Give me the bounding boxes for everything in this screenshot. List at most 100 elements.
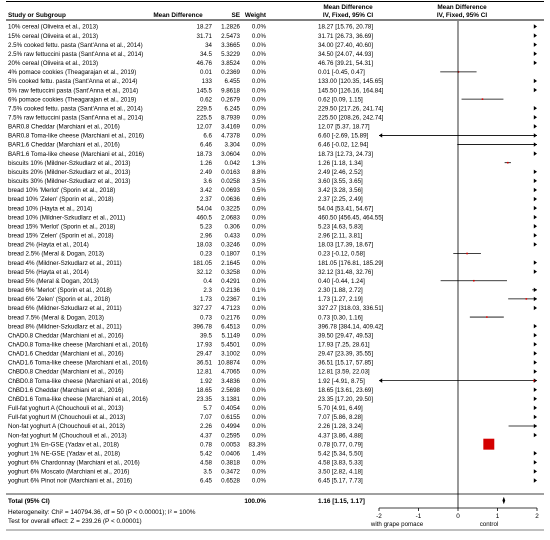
se-value: 0.042 — [225, 160, 241, 167]
weight-value: 0.0% — [252, 469, 267, 476]
study-row: 15% cereal (Oliveira et al., 2013) 31.71 2… — [8, 33, 537, 40]
ci-value: 7.07 [5.86, 8.28] — [318, 414, 363, 421]
md-value: 5.7 — [203, 405, 212, 412]
weight-value: 0.0% — [252, 314, 267, 321]
study-label: yoghurt 1% En-GSE (Yadav et al., 2018) — [8, 441, 119, 448]
ci-value: 2.37 [2.25, 2.49] — [318, 196, 363, 203]
md-value: 2.96 — [200, 233, 213, 240]
weight-value: 0.0% — [252, 342, 267, 349]
se-value: 0.6528 — [221, 478, 240, 485]
study-row: bread 6% 'Zelen' (Sporin et al., 2018) 1.… — [8, 296, 537, 303]
md-value: 1.73 — [200, 296, 213, 303]
study-row: ChAD0.8 Toma-like cheese (Marchiani et a… — [8, 342, 537, 349]
study-label: ChAD1.6 Cheddar (Marchiani et al., 2016) — [8, 351, 124, 358]
study-row: bread 2.5% (Meral & Dogan, 2013) 0.23 0.18… — [8, 251, 481, 258]
se-value: 4.7123 — [221, 305, 240, 312]
study-label: yoghurt 6% Chardonnay (Marchiani et al.,… — [8, 460, 140, 467]
x-tick-label: -1 — [416, 513, 422, 520]
x-tick-label: -2 — [376, 513, 382, 520]
md-value: 2.3 — [203, 287, 212, 294]
study-row: bread 4% (Mildner-Szkudlarz et al., 2011… — [8, 260, 537, 267]
weight-value: 0.5% — [252, 187, 267, 194]
point-estimate-square — [481, 98, 484, 100]
study-row: 10% cereal (Oliveira et al., 2013) 18.27 1… — [8, 24, 537, 31]
se-value: 0.2369 — [221, 69, 240, 76]
offscale-arrow — [533, 333, 537, 338]
left-arrow — [379, 378, 383, 383]
offscale-arrow — [533, 269, 537, 274]
md-value: 31.71 — [197, 33, 213, 40]
ci-value: 36.51 [15.17, 57.85] — [318, 360, 373, 367]
study-label: 20% cereal (Oliveira et al., 2013) — [8, 60, 98, 67]
se-value: 0.2367 — [221, 296, 240, 303]
favours-right-label: control — [480, 521, 499, 528]
ci-value: 1.73 [1.27, 2.19] — [318, 296, 363, 303]
study-row: Full-fat yoghurt A (Chouchouli et al., 2… — [8, 405, 537, 412]
study-label: biscuits 10% (Mildner-Szkudlarz et al., … — [8, 160, 130, 167]
right-arrow — [533, 378, 537, 383]
md-value: 34 — [205, 42, 212, 49]
se-value: 0.0693 — [221, 187, 240, 194]
study-row: ChBD1.6 Cheddar (Marchiani et al., 2016)… — [8, 387, 537, 394]
ci-value: 46.76 [39.21, 54.31] — [318, 60, 373, 67]
study-row: 20% cereal (Oliveira et al., 2013) 46.76 3… — [8, 60, 537, 67]
study-label: bread 10% 'Merlot' (Sporin et al., 2018) — [8, 187, 115, 194]
study-label: 2.5% cooked fettu. pasta (Sant'Anna et a… — [8, 42, 143, 49]
ci-value: 54.04 [53.41, 54.67] — [318, 205, 373, 212]
weight-value: 8.8% — [252, 169, 267, 176]
study-label: ChAD0.8 Toma-like cheese (Marchiani et a… — [8, 342, 148, 349]
offscale-arrow — [533, 342, 537, 347]
study-row: 2.5% raw fettuccini pasta (Sant'Anna et … — [8, 51, 537, 58]
ci-value: 229.50 [217.26, 241.74] — [318, 105, 384, 112]
md-column-header: Mean Difference — [153, 12, 203, 19]
weight-value: 0.0% — [252, 115, 267, 122]
se-value: 9.8618 — [221, 87, 240, 94]
weight-value: 0.0% — [252, 432, 267, 439]
ci-value: 396.78 [384.14, 409.42] — [318, 323, 384, 330]
weight-column-header: Weight — [245, 12, 267, 19]
weight-value: 0.0% — [252, 332, 267, 339]
weight-value: 0.0% — [252, 42, 267, 49]
offscale-arrow — [533, 460, 537, 465]
offscale-arrow — [533, 233, 537, 238]
study-row: 7.5% raw fettuccini pasta (Sant'Anna et … — [8, 115, 537, 122]
study-label: bread 4% (Mildner-Szkudlarz et al., 2011… — [8, 260, 122, 267]
study-row: BAR0.8 Cheddar (Marchiani et al., 2016) 1… — [8, 124, 537, 131]
se-value: 2.1645 — [221, 260, 240, 267]
study-label: ChBD1.6 Toma-like cheese (Marchiani et a… — [8, 396, 148, 403]
study-label: BAR0.8 Cheddar (Marchiani et al., 2016) — [8, 124, 120, 131]
se-value: 0.4994 — [221, 423, 240, 430]
se-value: 0.3246 — [221, 242, 240, 249]
se-value: 0.3818 — [221, 460, 240, 467]
study-row: bread 5% (Hayta et al., 2014) 32.12 0.3258… — [8, 269, 537, 276]
study-label: 7.5% raw fettuccini pasta (Sant'Anna et … — [8, 115, 143, 122]
study-row: bread 6% (Mildner-Szkudlarz et al., 2011… — [8, 305, 537, 312]
md-value: 23.35 — [197, 396, 213, 403]
ci-value: 0.01 [-0.45, 0.47] — [318, 69, 365, 76]
ci-value: 12.81 [3.59, 22.03] — [318, 369, 370, 376]
ci-value: 5.23 [4.63, 5.83] — [318, 223, 363, 230]
study-row: Non-fat yoghurt A (Chouchouli et al., 20… — [8, 423, 537, 430]
se-value: 0.6155 — [221, 414, 240, 421]
study-row: 2.5% cooked fettu. pasta (Sant'Anna et a… — [8, 42, 537, 49]
study-row: bread 8% (Mildner-Szkudlarz et al., 2011… — [8, 323, 537, 330]
total-label: Total (95% CI) — [8, 498, 50, 505]
study-rows: 10% cereal (Oliveira et al., 2013) 18.27 1… — [6, 24, 544, 505]
study-label: 10% cereal (Oliveira et al., 2013) — [8, 24, 98, 31]
se-value: 0.0258 — [221, 178, 240, 185]
study-row: yoghurt 1% En-GSE (Yadav et al., 2018) 0.… — [8, 438, 495, 450]
study-label: bread 6% (Mildner-Szkudlarz et al., 2011… — [8, 305, 122, 312]
md-value: 18.27 — [197, 24, 213, 31]
offscale-arrow — [533, 205, 537, 211]
offscale-arrow — [533, 469, 537, 474]
x-tick-label: 0 — [456, 513, 460, 520]
ci-value: 0.78 [0.77, 0.79] — [318, 441, 363, 448]
se-value: 6.455 — [225, 78, 241, 85]
md-value: 0.4 — [203, 278, 212, 285]
ci-value: 2.96 [2.11, 3.81] — [318, 233, 363, 240]
ci-value: 225.50 [208.26, 242.74] — [318, 115, 384, 122]
right-arrow — [533, 142, 537, 147]
study-label: yoghurt 6% Moscato (Marchiani et al., 20… — [8, 469, 129, 476]
ci-value: 1.92 [-4.91, 8.75] — [318, 378, 365, 385]
plot-column-subheader: IV, Fixed, 95% CI — [437, 12, 487, 19]
